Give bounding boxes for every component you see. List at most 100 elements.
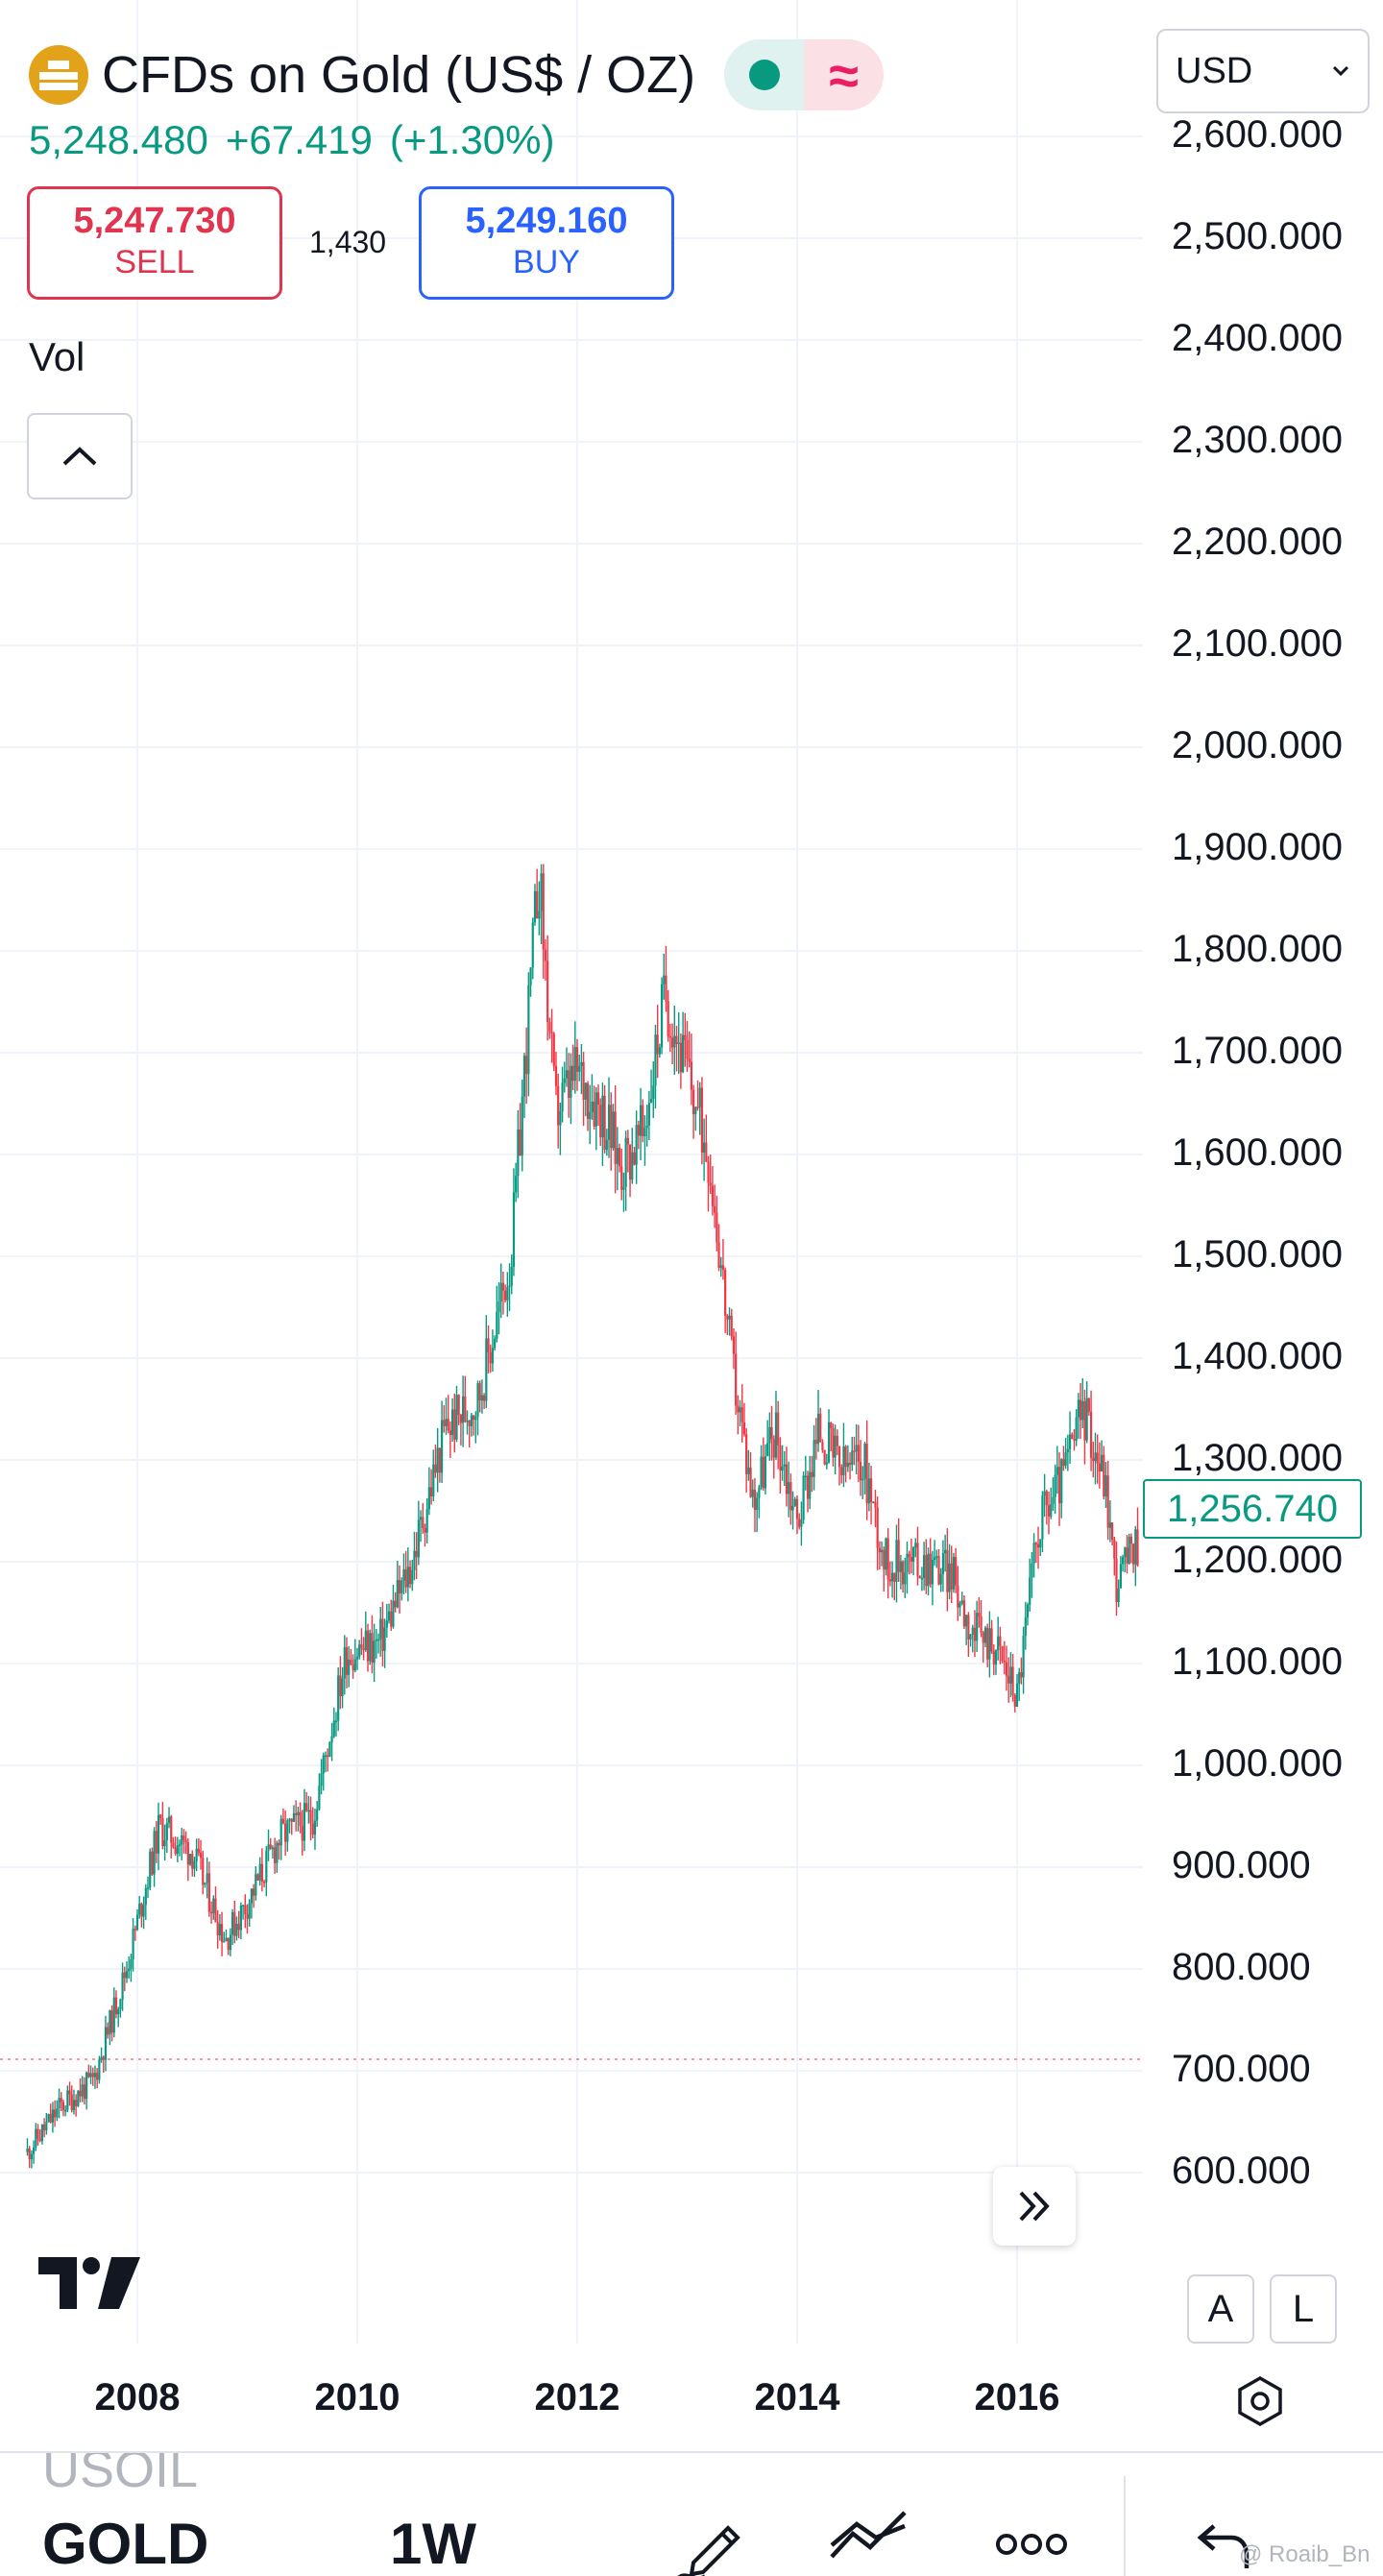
collapse-indicators-button[interactable]: [27, 413, 133, 499]
time-axis-tick: 2010: [314, 2376, 400, 2418]
candle-body: [320, 1773, 323, 1786]
candle-body: [830, 1422, 833, 1429]
candle-body: [278, 1842, 280, 1846]
candle-body: [153, 1831, 156, 1875]
candle-body: [665, 975, 667, 1002]
market-status-pill[interactable]: ≈: [724, 39, 885, 110]
candle-body: [464, 1396, 467, 1422]
interval-selector[interactable]: 1W: [390, 2512, 476, 2576]
candle-body: [983, 1627, 987, 1643]
candle-body: [762, 1456, 764, 1489]
candle-body: [774, 1412, 778, 1458]
auto-scale-button[interactable]: A: [1187, 2274, 1254, 2344]
candle-body: [174, 1847, 177, 1855]
candle-body: [117, 2008, 120, 2015]
chart-settings-button[interactable]: [1233, 2374, 1287, 2433]
chevron-up-icon: [62, 447, 97, 466]
candle-body: [622, 1186, 625, 1190]
candle-body: [140, 1903, 143, 1917]
candle-body: [855, 1445, 858, 1452]
log-scale-button[interactable]: L: [1270, 2274, 1337, 2344]
price-axis-tick: 1,900.000: [1172, 826, 1343, 868]
candle-body: [647, 1103, 650, 1126]
indicators-icon[interactable]: [828, 2507, 910, 2564]
candle-body: [899, 1561, 902, 1572]
candle-body: [709, 1182, 712, 1186]
candle-body: [962, 1600, 966, 1627]
time-axis-tick: 2012: [534, 2376, 620, 2418]
candle-body: [1055, 1467, 1058, 1475]
candle-body: [64, 2109, 67, 2112]
candle-body: [491, 1348, 495, 1364]
drawing-pencil-icon[interactable]: [672, 2507, 749, 2576]
data-delay-icon[interactable]: ≈: [804, 39, 885, 110]
candle-body: [816, 1413, 820, 1445]
price-change: +67.419: [225, 117, 373, 162]
candle-body: [163, 1840, 166, 1846]
watermark: @ Roaib_Bn: [1239, 2541, 1371, 2567]
candle-body: [60, 2098, 62, 2102]
candle-body: [408, 1567, 412, 1585]
candle-body: [1119, 1564, 1122, 1589]
candle-body: [1022, 1636, 1025, 1678]
candle-body: [322, 1755, 325, 1774]
scroll-to-realtime-button[interactable]: [993, 2167, 1076, 2246]
candle-body: [195, 1848, 198, 1861]
candle-body: [1018, 1672, 1021, 1684]
candle-body: [496, 1312, 498, 1339]
candle-body: [165, 1823, 168, 1841]
buy-button[interactable]: 5,249.160 BUY: [419, 186, 674, 300]
undo-icon[interactable]: [1195, 2520, 1252, 2568]
candle-body: [1121, 1557, 1125, 1565]
candle-body: [230, 1911, 234, 1935]
candle-body: [432, 1464, 435, 1497]
candle-body: [760, 1456, 763, 1488]
candle-body: [214, 1898, 217, 1923]
volume-indicator-label[interactable]: Vol: [29, 334, 85, 379]
candle-body: [1085, 1397, 1088, 1441]
price-summary: 5,248.480 +67.419 (+1.30%): [29, 117, 571, 163]
candle-body: [352, 1664, 354, 1671]
candle-body: [652, 1085, 655, 1100]
price-axis-tick: 1,200.000: [1172, 1539, 1343, 1581]
candle-body: [616, 1148, 619, 1164]
candle-body: [939, 1573, 942, 1585]
candle-body: [1045, 1491, 1048, 1506]
candle-body: [1081, 1400, 1084, 1421]
candle-body: [667, 1001, 669, 1036]
more-options-icon[interactable]: [995, 2530, 1068, 2559]
candle-body: [1015, 1683, 1019, 1707]
candle-body: [618, 1148, 621, 1167]
sell-button[interactable]: 5,247.730 SELL: [27, 186, 282, 300]
candle-body: [75, 2100, 78, 2106]
candle-body: [878, 1547, 881, 1553]
candle-body: [992, 1651, 995, 1665]
candle-body: [1036, 1543, 1040, 1548]
candle-body: [33, 2147, 36, 2154]
candle-body: [332, 1720, 335, 1737]
candle-body: [157, 1814, 160, 1854]
candle-body: [675, 1035, 678, 1044]
candle-body: [890, 1572, 894, 1582]
candle-body: [874, 1501, 877, 1508]
candle-body: [920, 1577, 924, 1580]
candle-body: [104, 2027, 108, 2060]
candle-body: [550, 1032, 553, 1033]
candle-body: [366, 1630, 370, 1662]
candle-body: [696, 1106, 699, 1108]
tradingview-logo[interactable]: [38, 2257, 142, 2316]
candle-body: [188, 1854, 192, 1865]
candle-body: [387, 1611, 391, 1621]
market-open-indicator[interactable]: [724, 39, 805, 110]
symbol-selector[interactable]: GOLD: [42, 2512, 209, 2576]
currency-select[interactable]: USD: [1156, 29, 1370, 113]
candle-body: [233, 1911, 236, 1936]
candle-body: [957, 1585, 959, 1608]
previous-symbol[interactable]: USOIL: [42, 2451, 199, 2498]
candle-body: [186, 1842, 189, 1865]
symbol-title[interactable]: CFDs on Gold (US$ / OZ): [102, 46, 696, 104]
symbol-header[interactable]: CFDs on Gold (US$ / OZ) ≈: [29, 36, 885, 113]
candle-body: [54, 2109, 57, 2118]
candle-body: [267, 1844, 270, 1851]
